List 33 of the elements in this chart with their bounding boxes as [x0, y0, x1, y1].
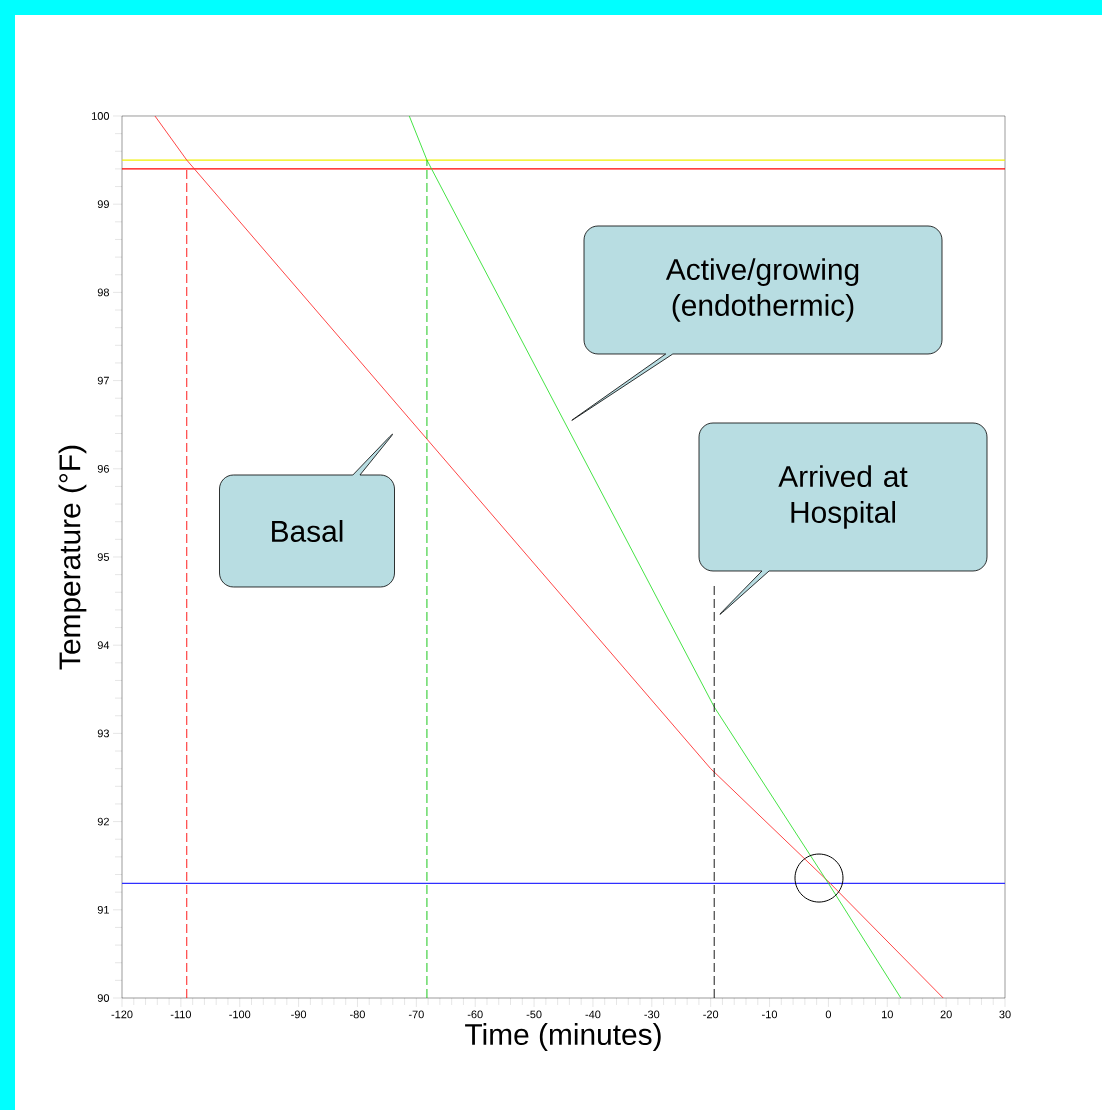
y-tick-label: 98: [97, 288, 109, 297]
annotation: Active/growing (endothermic): [665, 258, 859, 322]
x-axis-title: Time (minutes): [465, 1023, 661, 1051]
x-tick-label: -120: [111, 1010, 133, 1019]
y-tick-label: 93: [97, 729, 109, 738]
y-tick-label: 100: [92, 112, 110, 120]
x-tick-label: 30: [999, 1010, 1011, 1019]
x-tick-label: -30: [644, 1010, 660, 1019]
x-tick-label: -10: [762, 1010, 778, 1019]
annotation: Basal: [272, 520, 343, 542]
x-tick-label: -80: [350, 1010, 365, 1019]
x-tick-label: -20: [703, 1010, 719, 1019]
y-tick-label: 97: [97, 376, 109, 385]
x-tick-label: -110: [170, 1010, 191, 1019]
line-series: [154, 115, 944, 998]
x-tick-label: -50: [526, 1010, 542, 1019]
y-axis-title: Temperature (°F): [58, 445, 87, 670]
x-tick-label: 0: [825, 1010, 832, 1019]
x-tick-label: 10: [882, 1010, 893, 1019]
x-tick-label: -90: [291, 1010, 307, 1019]
y-tick-label: 92: [97, 817, 109, 826]
y-tick-label: 91: [97, 905, 109, 914]
y-tick-label: 96: [97, 464, 109, 473]
annotation: Arrived at Hospital: [778, 465, 908, 529]
x-tick-label: -60: [467, 1010, 483, 1019]
y-tick-label: 95: [97, 553, 110, 561]
y-tick-label: 94: [97, 641, 110, 650]
x-tick-label: -40: [585, 1010, 601, 1019]
x-tick-label: 20: [940, 1010, 952, 1019]
y-tick-label: 90: [97, 994, 110, 1002]
x-tick-label: -100: [229, 1010, 251, 1019]
y-tick-label: 99: [97, 200, 109, 209]
x-tick-label: -70: [408, 1010, 424, 1019]
